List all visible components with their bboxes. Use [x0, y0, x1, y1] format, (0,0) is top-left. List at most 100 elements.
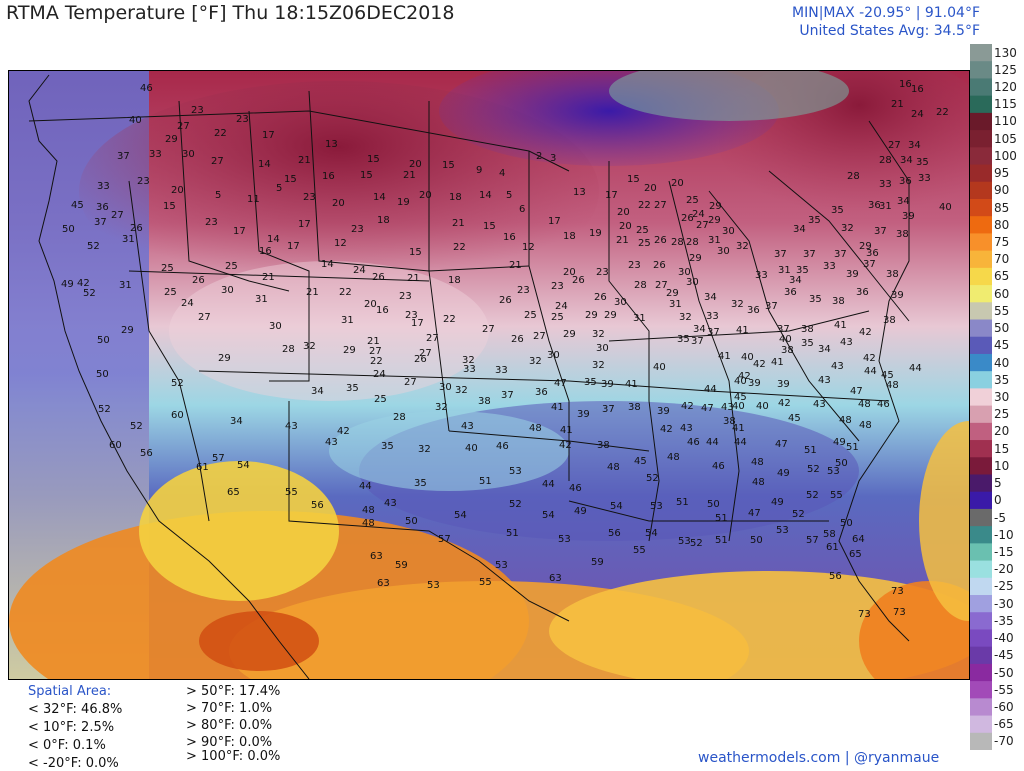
temperature-label: 54 — [610, 501, 623, 512]
colorbar-tick-label: 65 — [994, 269, 1010, 284]
temperature-label: 54 — [237, 460, 250, 471]
temperature-label: 48 — [859, 420, 872, 431]
temperature-label: 32 — [529, 356, 542, 367]
temperature-label: 56 — [608, 528, 621, 539]
colorbar-swatch — [970, 595, 992, 613]
temperature-label: 44 — [734, 437, 747, 448]
temperature-label: 38 — [781, 345, 794, 356]
temperature-label: 41 — [560, 425, 573, 436]
colorbar-tick-label: 20 — [994, 424, 1010, 439]
temperature-label: 27 — [369, 346, 382, 357]
temperature-label: 21 — [262, 272, 275, 283]
temperature-label: 40 — [779, 334, 792, 345]
temperature-label: 34 — [818, 344, 831, 355]
temperature-label: 26 — [572, 275, 585, 286]
temperature-label: 55 — [830, 490, 843, 501]
temperature-label: 34 — [230, 416, 243, 427]
colorbar-tick-label: 115 — [994, 97, 1017, 112]
colorbar-swatch — [970, 629, 992, 648]
temperature-label: 48 — [362, 505, 375, 516]
temperature-label: 41 — [834, 320, 847, 331]
temperature-label: 50 — [405, 516, 418, 527]
temperature-label: 44 — [909, 363, 922, 374]
temperature-label: 27 — [654, 200, 667, 211]
stat-below-10: < 10°F: 2.5% — [28, 720, 115, 735]
temperature-label: 38 — [597, 440, 610, 451]
temperature-label: 38 — [723, 416, 736, 427]
temperature-label: 73 — [858, 609, 871, 620]
colorbar-swatch — [970, 440, 992, 458]
temperature-label: 37 — [774, 249, 787, 260]
temperature-label: 34 — [311, 386, 324, 397]
temperature-label: 34 — [693, 324, 706, 335]
temperature-label: 44 — [359, 481, 372, 492]
temperature-label: 61 — [196, 462, 209, 473]
stat-above-100: > 100°F: 0.0% — [186, 749, 281, 764]
temperature-label: 52 — [171, 378, 184, 389]
temperature-label: 53 — [776, 525, 789, 536]
temperature-label: 23 — [628, 260, 641, 271]
temperature-label: 23 — [137, 176, 150, 187]
temperature-label: 32 — [303, 341, 316, 352]
temperature-label: 4 — [499, 168, 505, 179]
temperature-label: 15 — [627, 174, 640, 185]
temperature-label: 49 — [61, 279, 74, 290]
temperature-label: 52 — [807, 464, 820, 475]
temperature-label: 52 — [806, 490, 819, 501]
temperature-label: 43 — [325, 437, 338, 448]
temperature-label: 19 — [397, 197, 410, 208]
temperature-label: 23 — [303, 192, 316, 203]
temperature-label: 9 — [476, 165, 482, 176]
colorbar-swatch — [970, 233, 992, 252]
temperature-label: 30 — [221, 285, 234, 296]
temperature-label: 38 — [883, 315, 896, 326]
temperature-label: 37 — [94, 217, 107, 228]
temperature-label: 45 — [788, 413, 801, 424]
temperature-label: 56 — [311, 500, 324, 511]
temperature-label: 42 — [778, 398, 791, 409]
temperature-label: 51 — [506, 528, 519, 539]
temperature-label: 57 — [806, 535, 819, 546]
temperature-label: 22 — [453, 242, 466, 253]
temperature-label: 25 — [374, 394, 387, 405]
temperature-label: 59 — [395, 560, 408, 571]
temperature-label: 17 — [262, 130, 275, 141]
temperature-label: 43 — [680, 423, 693, 434]
temperature-label: 6 — [519, 204, 525, 215]
temperature-label: 53 — [678, 536, 691, 547]
temperature-label: 37 — [602, 404, 615, 415]
temperature-label: 39 — [902, 211, 915, 222]
colorbar-tick-label: 85 — [994, 200, 1010, 215]
temperature-label: 15 — [163, 201, 176, 212]
colorbar-swatch — [970, 612, 992, 631]
temperature-label: 28 — [847, 171, 860, 182]
temperature-label: 30 — [686, 277, 699, 288]
temperature-label: 20 — [364, 299, 377, 310]
temperature-label: 43 — [461, 421, 474, 432]
colorbar-swatch — [970, 61, 992, 80]
temperature-label: 26 — [654, 235, 667, 246]
colorbar-tick-label: 95 — [994, 166, 1010, 181]
temperature-label: 21 — [891, 99, 904, 110]
temperature-label: 30 — [596, 343, 609, 354]
temperature-label: 39 — [891, 290, 904, 301]
temperature-label: 48 — [362, 518, 375, 529]
temperature-label: 48 — [667, 452, 680, 463]
temperature-label: 43 — [721, 402, 734, 413]
credit-text: weathermodels.com | @ryanmaue — [698, 750, 940, 766]
temperature-label: 24 — [555, 301, 568, 312]
temperature-label: 29 — [563, 329, 576, 340]
temperature-label: 18 — [449, 192, 462, 203]
colorbar-tick-label: -65 — [994, 717, 1014, 732]
temperature-label: 29 — [666, 288, 679, 299]
temperature-label: 38 — [886, 269, 899, 280]
colorbar-swatch — [970, 164, 992, 183]
temperature-label: 32 — [731, 299, 744, 310]
us-average-readout: United States Avg: 34.5°F — [799, 23, 980, 39]
temperature-label: 28 — [393, 412, 406, 423]
temperature-label: 37 — [501, 390, 514, 401]
temperature-label: 32 — [592, 329, 605, 340]
temperature-label: 30 — [269, 321, 282, 332]
temperature-label: 40 — [939, 202, 952, 213]
temperature-label: 31 — [119, 280, 132, 291]
